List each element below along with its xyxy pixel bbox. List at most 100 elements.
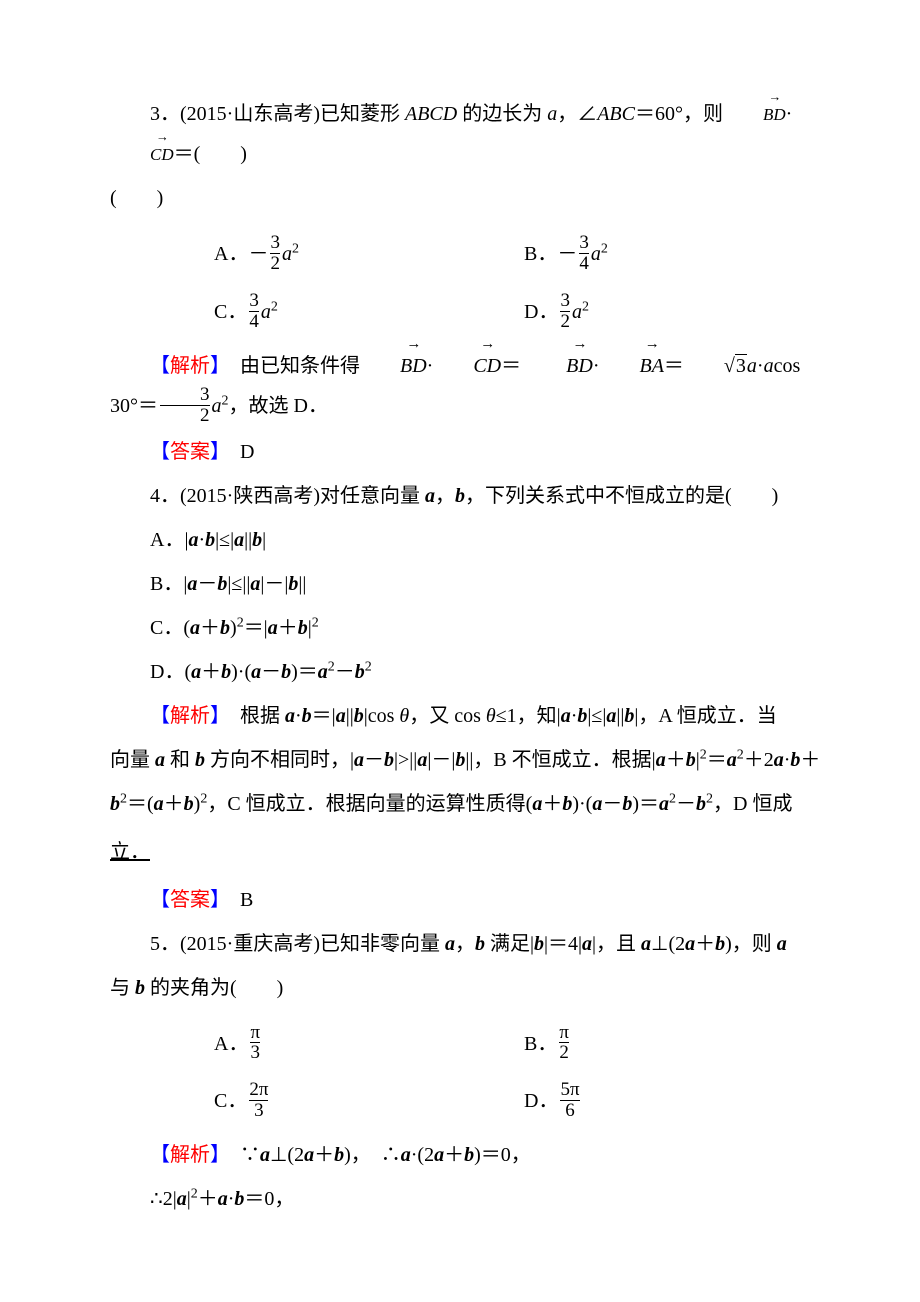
vector-bd: →BD bbox=[723, 98, 786, 132]
vector-cd: →CD bbox=[433, 346, 501, 386]
q4-stem: 4．(2015·陕西高考)对任意向量 a，b，下列关系式中不恒成立的是( ) bbox=[110, 476, 830, 516]
fraction: 32 bbox=[560, 291, 570, 332]
opt-label: B． bbox=[150, 573, 183, 595]
sup: 2 bbox=[271, 299, 278, 314]
q5-stem-l2: 与 b 的夹角为( ) bbox=[110, 968, 830, 1008]
q5-option-a: A．π3 bbox=[214, 1024, 524, 1066]
q4-option-c: C．(a＋b)2＝|a＋b|2 bbox=[110, 608, 830, 648]
var-a: a bbox=[591, 243, 601, 265]
mdot: · bbox=[757, 355, 764, 377]
opt-label: C． bbox=[214, 301, 247, 323]
tail: ，故选 D． bbox=[229, 395, 328, 417]
q3-stem-text: 3．(2015·山东高考)已知菱形 bbox=[150, 103, 405, 125]
vector-bd: →BD bbox=[360, 346, 427, 386]
fraction: 2π3 bbox=[249, 1080, 268, 1121]
opt-label: D． bbox=[524, 301, 558, 323]
q3-avar: a bbox=[547, 103, 557, 125]
q4-analysis-l1: 【解析】 根据 a·b＝|a||b|cos θ，又 cos θ≤1，知|a·b|… bbox=[110, 696, 830, 736]
comma: ， bbox=[435, 485, 455, 507]
var-a: a bbox=[747, 355, 757, 377]
vector-ba: →BA bbox=[599, 346, 663, 386]
analysis-label: 【解析】 bbox=[150, 1144, 220, 1166]
q3-option-a: A．－32a2 bbox=[214, 234, 524, 276]
vec-a: a bbox=[425, 485, 435, 507]
answer-value: B bbox=[220, 889, 253, 911]
q5-option-d: D．5π6 bbox=[524, 1081, 582, 1123]
fraction: 5π6 bbox=[560, 1080, 579, 1121]
q3-mid2: ，∠ bbox=[557, 103, 597, 125]
q4-analysis-l2: 向量 a 和 b 方向不相同时，|a－b|>||a|－|b||，B 不恒成立．根… bbox=[110, 740, 830, 780]
answer-value: D bbox=[220, 441, 254, 463]
q3-stem: 3．(2015·山东高考)已知菱形 ABCD 的边长为 a，∠ABC＝60°，则… bbox=[110, 94, 830, 174]
q5-option-c: C．2π3 bbox=[214, 1081, 524, 1123]
q3-ana-t1: 由已知条件得 bbox=[220, 355, 360, 377]
fraction: π2 bbox=[559, 1023, 569, 1064]
q3-option-d: D．32a2 bbox=[524, 292, 589, 334]
neg: － bbox=[248, 243, 268, 265]
answer-label: 【答案】 bbox=[150, 889, 220, 911]
q4-analysis-l3: b2＝(a＋b)2，C 恒成立．根据向量的运算性质得(a＋b)·(a－b)＝a2… bbox=[110, 784, 830, 824]
q5-prefix: 5．(2015·重庆高考)已知非零向量 bbox=[150, 933, 445, 955]
q4-prefix: 4．(2015·陕西高考)对任意向量 bbox=[150, 485, 425, 507]
q4-option-a: A．|a·b|≤|a||b| bbox=[110, 520, 830, 560]
var-a: a bbox=[212, 395, 222, 417]
q3-paren-line: ( ) bbox=[110, 178, 830, 218]
fraction: π3 bbox=[250, 1023, 260, 1064]
q5-analysis-l2: ∴2|a|2＋a·b＝0， bbox=[110, 1179, 830, 1219]
q3-options-row1: A．－32a2 B．－34a2 bbox=[110, 234, 830, 276]
q3-answer: 【答案】 D bbox=[110, 432, 830, 472]
var-a: a bbox=[764, 355, 774, 377]
q5-analysis-l1: 【解析】 ∵a⊥(2a＋b)， ∴a·(2a＋b)＝0， bbox=[110, 1135, 830, 1175]
q4-option-b: B．|a－b|≤||a|－|b|| bbox=[110, 564, 830, 604]
dot: · bbox=[427, 355, 434, 377]
q3-option-c: C．34a2 bbox=[214, 292, 524, 334]
fraction: 34 bbox=[249, 291, 259, 332]
q3-abcd: ABCD bbox=[405, 103, 457, 125]
sup: 2 bbox=[292, 241, 299, 256]
q3-analysis: 【解析】 由已知条件得→BD·→CD＝ →BD·→BA＝√3a·acos 30°… bbox=[110, 346, 830, 428]
opt-label: C． bbox=[214, 1090, 247, 1112]
fraction: 32 bbox=[270, 233, 280, 274]
analysis-label: 【解析】 bbox=[150, 705, 220, 727]
opt-label: D． bbox=[150, 661, 184, 683]
q3-tail: ＝( ) bbox=[174, 143, 247, 165]
sup: 2 bbox=[582, 299, 589, 314]
fraction: 32 bbox=[160, 385, 210, 426]
var-a: a bbox=[282, 243, 292, 265]
answer-label: 【答案】 bbox=[150, 441, 220, 463]
q5-options-row1: A．π3 B．π2 bbox=[110, 1024, 830, 1066]
q3-mid1: 的边长为 bbox=[457, 103, 547, 125]
sqrt: √3 bbox=[684, 346, 747, 386]
eq: ＝ bbox=[664, 355, 684, 377]
analysis-label: 【解析】 bbox=[150, 355, 220, 377]
dot: · bbox=[593, 355, 600, 377]
vector-bd: →BD bbox=[526, 346, 593, 386]
q3-option-b: B．－34a2 bbox=[524, 234, 608, 276]
q3-options-row2: C．34a2 D．32a2 bbox=[110, 292, 830, 334]
vector-cd: →CD bbox=[110, 138, 174, 172]
fraction: 34 bbox=[579, 233, 589, 274]
var-a: a bbox=[572, 301, 582, 323]
opt-label: B． bbox=[524, 243, 557, 265]
opt-label: D． bbox=[524, 1090, 558, 1112]
neg: － bbox=[557, 243, 577, 265]
sup: 2 bbox=[222, 393, 229, 408]
q3-abc: ABC bbox=[597, 103, 635, 125]
sup: 2 bbox=[601, 241, 608, 256]
opt-label: A． bbox=[214, 1033, 248, 1055]
opt-label: B． bbox=[524, 1033, 557, 1055]
q4-option-d: D．(a＋b)·(a－b)＝a2－b2 bbox=[110, 652, 830, 692]
opt-label: A． bbox=[150, 529, 184, 551]
q5-options-row2: C．2π3 D．5π6 bbox=[110, 1081, 830, 1123]
opt-label: C． bbox=[150, 617, 183, 639]
q4-answer: 【答案】 B bbox=[110, 880, 830, 920]
q3-mid3: ＝60°，则 bbox=[635, 103, 723, 125]
q4-mid: ，下列关系式中不恒成立的是( ) bbox=[465, 485, 778, 507]
q5-stem-l1: 5．(2015·重庆高考)已知非零向量 a，b 满足|b|＝4|a|，且 a⊥(… bbox=[110, 924, 830, 964]
opt-label: A． bbox=[214, 243, 248, 265]
vec-b: b bbox=[455, 485, 465, 507]
var-a: a bbox=[261, 301, 271, 323]
q4-analysis-l4: 立． bbox=[110, 832, 150, 872]
eq: ＝ bbox=[501, 355, 521, 377]
document-page: 3．(2015·山东高考)已知菱形 ABCD 的边长为 a，∠ABC＝60°，则… bbox=[0, 0, 920, 1283]
